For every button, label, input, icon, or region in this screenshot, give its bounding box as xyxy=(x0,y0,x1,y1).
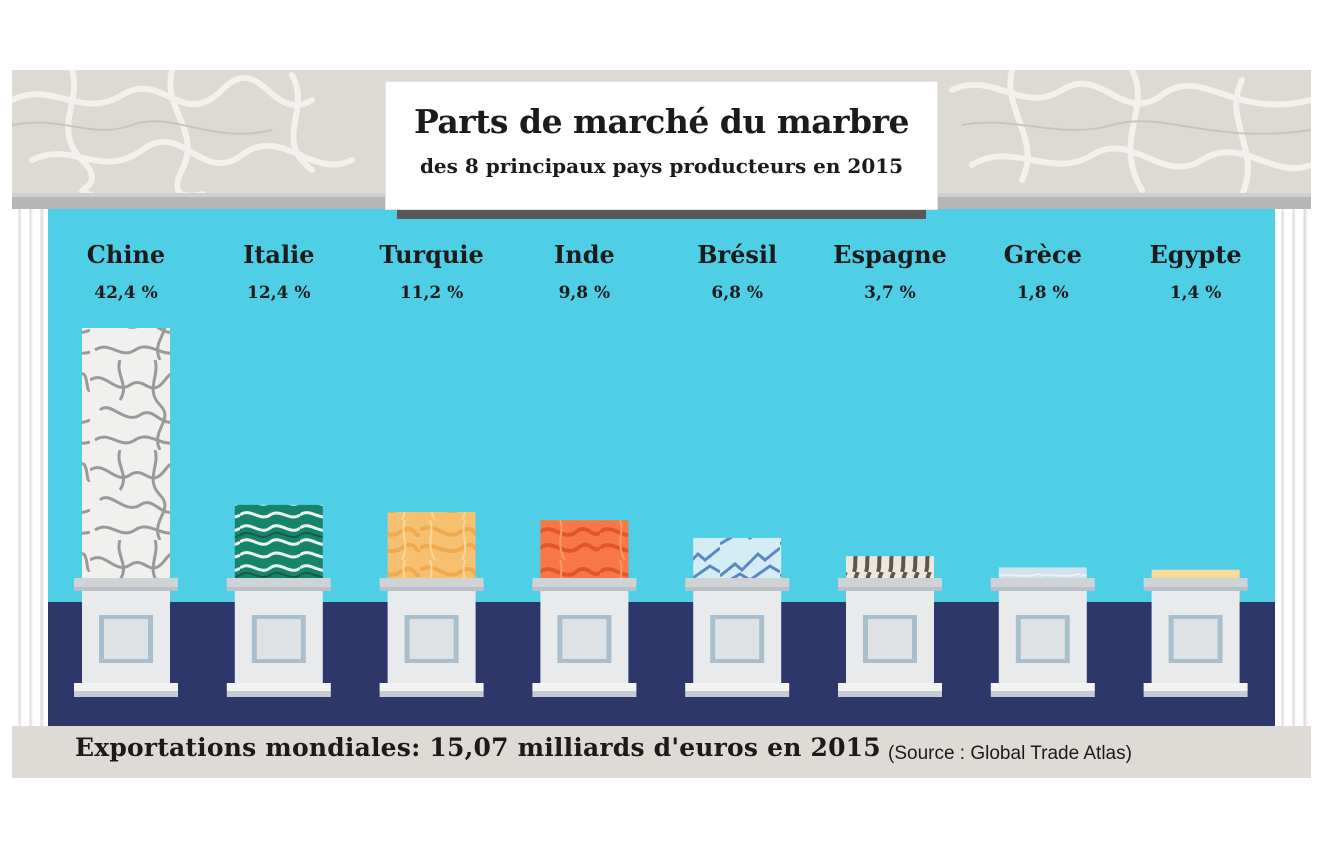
chart-title: Parts de marché du marbre xyxy=(413,102,910,141)
pedestal-cap-shadow xyxy=(532,587,637,591)
footer-source-text: (Source : Global Trade Atlas) xyxy=(888,743,1132,764)
footer-band xyxy=(12,726,1311,778)
bar-inde xyxy=(540,520,629,578)
pedestal-cap-shadow xyxy=(379,587,484,591)
pedestal-base xyxy=(990,683,1095,691)
value-label-inde: 9,8 % xyxy=(558,283,611,303)
pedestal-panel xyxy=(715,619,760,659)
value-label-chine: 42,4 % xyxy=(94,283,158,303)
pedestal-cap xyxy=(74,578,178,587)
pedestal-base-shadow xyxy=(1143,691,1248,697)
bar-chine xyxy=(82,328,170,578)
bar-grèce xyxy=(998,567,1087,578)
pedestal-base xyxy=(532,683,637,691)
pedestal-base xyxy=(74,683,178,691)
pedestal-cap-shadow xyxy=(685,587,790,591)
value-label-brésil: 6,8 % xyxy=(711,283,764,303)
pedestal-base-shadow xyxy=(685,691,790,697)
pedestal-panel xyxy=(256,619,301,659)
pedestal-cap-shadow xyxy=(226,587,331,591)
pedestal-panel xyxy=(868,619,912,659)
pedestal-cap xyxy=(1143,578,1248,587)
category-label-inde: Inde xyxy=(554,240,615,269)
value-label-turquie: 11,2 % xyxy=(399,283,464,303)
category-label-chine: Chine xyxy=(86,240,166,269)
left-column xyxy=(12,209,48,726)
category-label-espagne: Espagne xyxy=(833,240,947,269)
category-label-egypte: Egypte xyxy=(1149,240,1242,269)
value-label-italie: 12,4 % xyxy=(247,283,311,303)
bar-egypte xyxy=(1151,569,1240,578)
pedestal-cap xyxy=(685,578,790,587)
right-column xyxy=(1275,209,1311,726)
pedestal-base xyxy=(685,683,790,691)
pedestal-panel xyxy=(1020,619,1065,659)
pedestal-base-shadow xyxy=(838,691,942,697)
pedestal-base-shadow xyxy=(379,691,484,697)
category-label-italie: Italie xyxy=(243,240,315,269)
pedestal-cap xyxy=(226,578,331,587)
pedestal-base xyxy=(226,683,331,691)
bar-espagne xyxy=(846,556,934,578)
pedestal-panel xyxy=(409,619,454,659)
footer-exports-text: Exportations mondiales: 15,07 milliards … xyxy=(75,733,881,762)
category-label-brésil: Brésil xyxy=(697,240,778,269)
pedestal-base-shadow xyxy=(226,691,331,697)
title-plaque: Parts de marché du marbre des 8 principa… xyxy=(386,82,937,209)
value-label-egypte: 1,4 % xyxy=(1169,283,1222,303)
pedestal-panel xyxy=(1173,619,1218,659)
bar-italie xyxy=(234,504,323,578)
pedestal-cap-shadow xyxy=(990,587,1095,591)
bar-brésil xyxy=(693,537,782,578)
pedestal-base xyxy=(838,683,942,691)
pedestal-cap xyxy=(838,578,942,587)
category-label-turquie: Turquie xyxy=(379,240,484,269)
pedestal-cap xyxy=(990,578,1095,587)
pedestal-panel xyxy=(104,619,148,659)
bar-turquie xyxy=(387,511,476,578)
pedestal-base-shadow xyxy=(532,691,637,697)
frieze-veins xyxy=(12,70,1311,195)
pedestal-cap-shadow xyxy=(1143,587,1248,591)
pedestal-cap xyxy=(379,578,484,587)
category-label-grèce: Grèce xyxy=(1003,240,1082,269)
chart-subtitle: des 8 principaux pays producteurs en 201… xyxy=(419,154,904,178)
pedestal-base xyxy=(1143,683,1248,691)
pedestal-base xyxy=(379,683,484,691)
value-label-espagne: 3,7 % xyxy=(864,283,916,303)
value-label-grèce: 1,8 % xyxy=(1016,283,1069,303)
pedestal-base-shadow xyxy=(74,691,178,697)
pedestal-cap-shadow xyxy=(838,587,942,591)
pedestal-panel xyxy=(562,619,607,659)
pedestal-base-shadow xyxy=(990,691,1095,697)
pedestal-cap xyxy=(532,578,637,587)
pedestal-cap-shadow xyxy=(74,587,178,591)
